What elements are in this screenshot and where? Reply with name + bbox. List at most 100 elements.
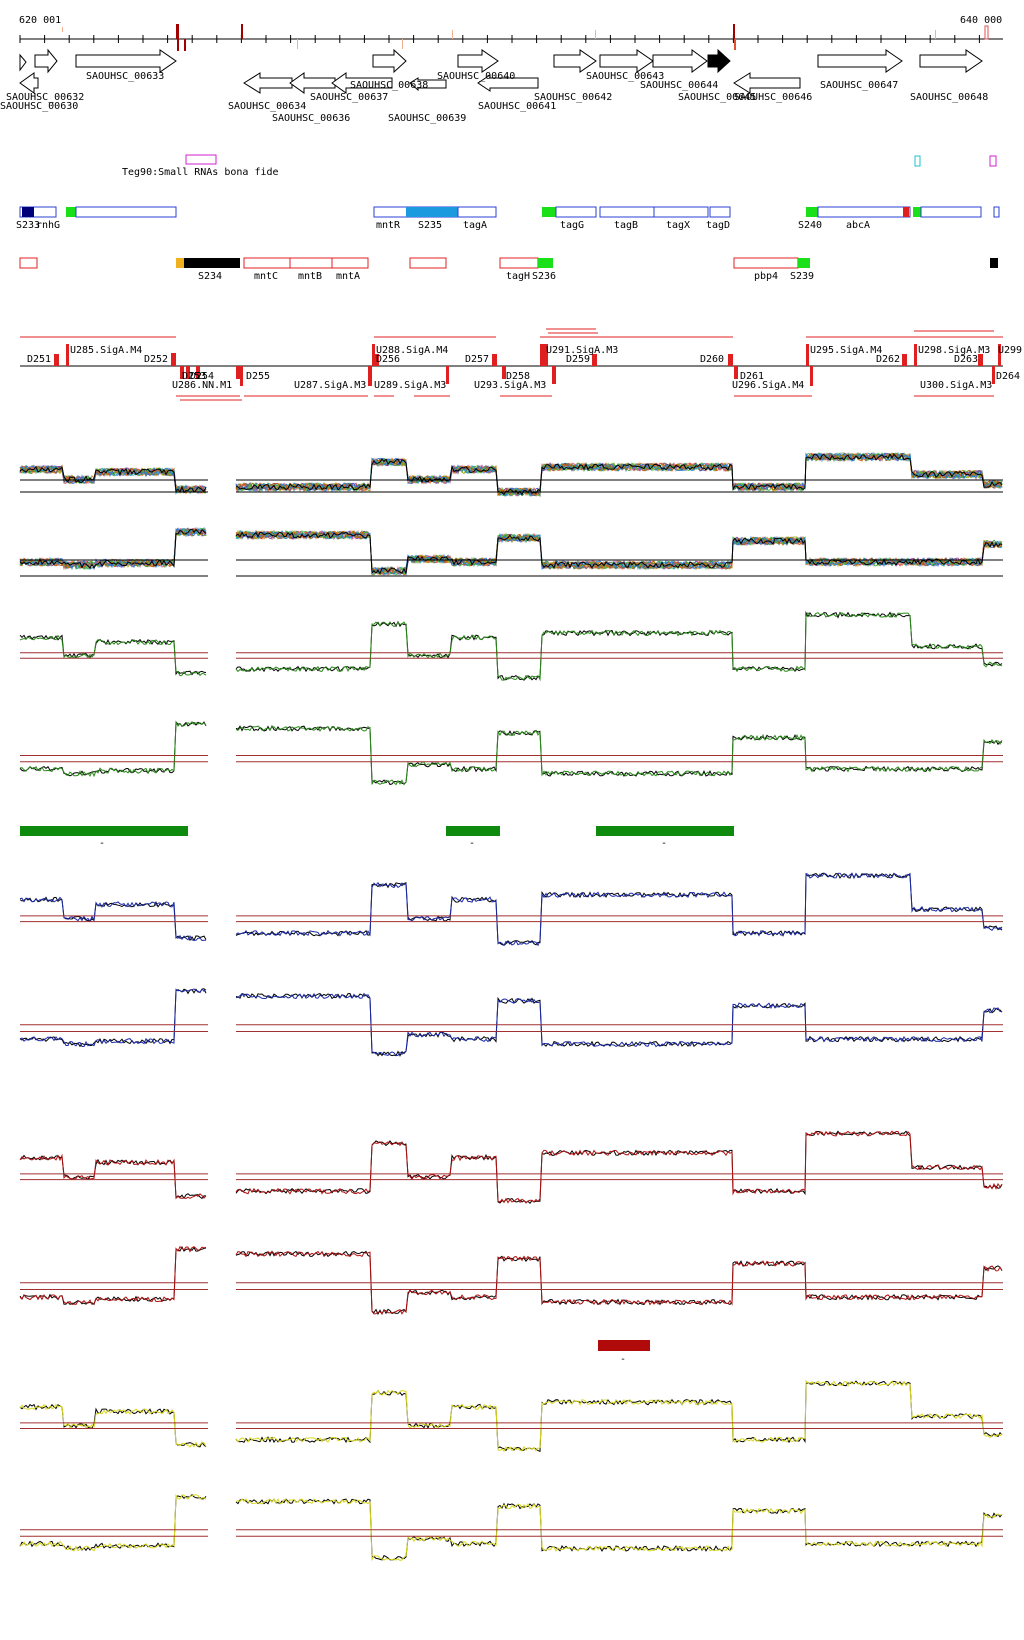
- gene-arrow[interactable]: [19, 72, 39, 94]
- small-rna-box[interactable]: [185, 154, 217, 165]
- gene-track: [19, 48, 983, 94]
- segment-bands: - - - -: [20, 826, 734, 1365]
- gene-arrow[interactable]: [75, 49, 177, 73]
- expression-profile: [19, 1245, 1003, 1315]
- segment-strand-label: -: [469, 838, 475, 849]
- operon-label: abcA: [846, 220, 870, 231]
- gene-arrow[interactable]: [457, 49, 499, 73]
- ruler-markers: [62, 24, 989, 51]
- segment-band[interactable]: [446, 826, 500, 836]
- promoter-label: U293.SigA.M3: [474, 380, 546, 391]
- forward-operon-labels: S233 rnhG mntR S235 tagA tagG tagB tagX …: [16, 220, 870, 231]
- expression-profile: [19, 1245, 1003, 1316]
- small-rna-label: Teg90:Small RNAs bona fide: [122, 167, 279, 178]
- promoter-label: D251: [27, 354, 51, 365]
- gene-arrow[interactable]: [553, 49, 597, 73]
- expression-profile: [19, 527, 1003, 577]
- promoter-label: D261: [740, 371, 764, 382]
- expression-profile: [19, 452, 1003, 497]
- ruler-start-label: 620 001: [19, 15, 61, 26]
- expression-profile: [19, 1130, 1003, 1204]
- gene-label: SAOUHSC_00636: [272, 113, 350, 124]
- operon-label: S240: [798, 220, 822, 231]
- segment-band[interactable]: [20, 826, 188, 836]
- reverse-operon-labels: S234 mntC mntB mntA tagH S236 pbp4 S239: [198, 271, 814, 282]
- gene-label: SAOUHSC_00637: [310, 92, 388, 103]
- expression-profile: [19, 872, 1003, 946]
- condition-panel-reverse: [19, 526, 1003, 577]
- expression-profile: [19, 610, 1003, 681]
- gene-arrow[interactable]: [409, 77, 447, 92]
- expression-profile: [19, 527, 1003, 576]
- expression-profile: [19, 527, 1003, 576]
- gene-arrow-highlight[interactable]: [707, 48, 731, 74]
- promoter-label: U288.SigA.M4: [376, 345, 448, 356]
- gene-arrow[interactable]: [34, 48, 58, 74]
- expression-profile: [19, 988, 1003, 1057]
- promoter-label: U299: [998, 345, 1022, 356]
- promoter-label: U296.SigA.M4: [732, 380, 804, 391]
- expression-profile: [19, 1493, 1003, 1562]
- promoter-label: U285.SigA.M4: [70, 345, 142, 356]
- gene-label: SAOUHSC_00634: [228, 101, 306, 112]
- expression-tracks: [19, 451, 1003, 1562]
- operon-label: tagB: [614, 220, 638, 231]
- segment-band[interactable]: [598, 1340, 650, 1351]
- promoter-track: D251 U285.SigA.M4 D252 U288.SigA.M4 D256…: [20, 328, 1022, 401]
- promoter-label: U300.SigA.M3: [920, 380, 992, 391]
- expression-profile: [19, 611, 1003, 682]
- promoter-label: D253: [182, 371, 206, 382]
- operon-label: S234: [198, 271, 222, 282]
- operon-label: tagX: [666, 220, 690, 231]
- gene-arrow[interactable]: [733, 72, 801, 94]
- gene-arrow[interactable]: [817, 49, 903, 73]
- expression-profile: [19, 527, 1003, 575]
- gene-arrow[interactable]: [477, 74, 539, 92]
- expression-profile: [19, 720, 1003, 786]
- promoter-label: D258: [506, 371, 530, 382]
- promoter-label: D252: [144, 354, 168, 365]
- expression-profile: [19, 1130, 1003, 1204]
- expression-profile: [19, 872, 1003, 947]
- gene-arrow[interactable]: [331, 72, 393, 94]
- operon-label: S239: [790, 271, 814, 282]
- gene-arrow[interactable]: [19, 53, 27, 72]
- promoter-label: U286.NN.M1: [172, 380, 232, 391]
- segment-strand-label: -: [99, 838, 105, 849]
- ruler-end-label: 640 000: [960, 15, 1002, 26]
- promoter-label: D260: [700, 354, 724, 365]
- promoter-label: D263: [954, 354, 978, 365]
- green-profile-panel: [19, 610, 1003, 786]
- promoter-label: D262: [876, 354, 900, 365]
- ruler-ticks: [19, 35, 980, 43]
- gene-label: SAOUHSC_00647: [820, 80, 898, 91]
- blue-profile-panel: [19, 872, 1003, 1057]
- segment-strand-label: -: [620, 1354, 626, 1365]
- reverse-operon-track: [19, 257, 998, 269]
- promoter-label: D264: [996, 371, 1020, 382]
- gene-label: SAOUHSC_00641: [478, 101, 556, 112]
- gene-arrow[interactable]: [919, 49, 983, 73]
- gene-label: SAOUHSC_00648: [910, 92, 988, 103]
- gene-arrow[interactable]: [599, 49, 654, 73]
- small-rna-box[interactable]: [914, 155, 921, 167]
- gene-arrow[interactable]: [652, 49, 708, 73]
- gene-label: SAOUHSC_00640: [437, 71, 515, 82]
- operon-label: mntB: [298, 271, 322, 282]
- operon-label: tagG: [560, 220, 584, 231]
- small-rna-box[interactable]: [989, 155, 997, 167]
- promoter-label: D257: [465, 354, 489, 365]
- gene-arrow[interactable]: [372, 48, 407, 74]
- promoter-label: D254: [190, 371, 214, 382]
- promoter-label: D255: [246, 371, 270, 382]
- segment-strand-label: -: [661, 838, 667, 849]
- gene-arrow[interactable]: [289, 72, 336, 94]
- promoter-label: U289.SigA.M3: [374, 380, 446, 391]
- gene-arrow[interactable]: [243, 72, 293, 94]
- segment-band[interactable]: [596, 826, 734, 836]
- operon-label: mntA: [336, 271, 360, 282]
- operon-label: pbp4: [754, 271, 778, 282]
- gene-label: SAOUHSC_00630: [0, 101, 78, 112]
- expression-profile: [19, 720, 1003, 786]
- expression-profile: [19, 1380, 1003, 1452]
